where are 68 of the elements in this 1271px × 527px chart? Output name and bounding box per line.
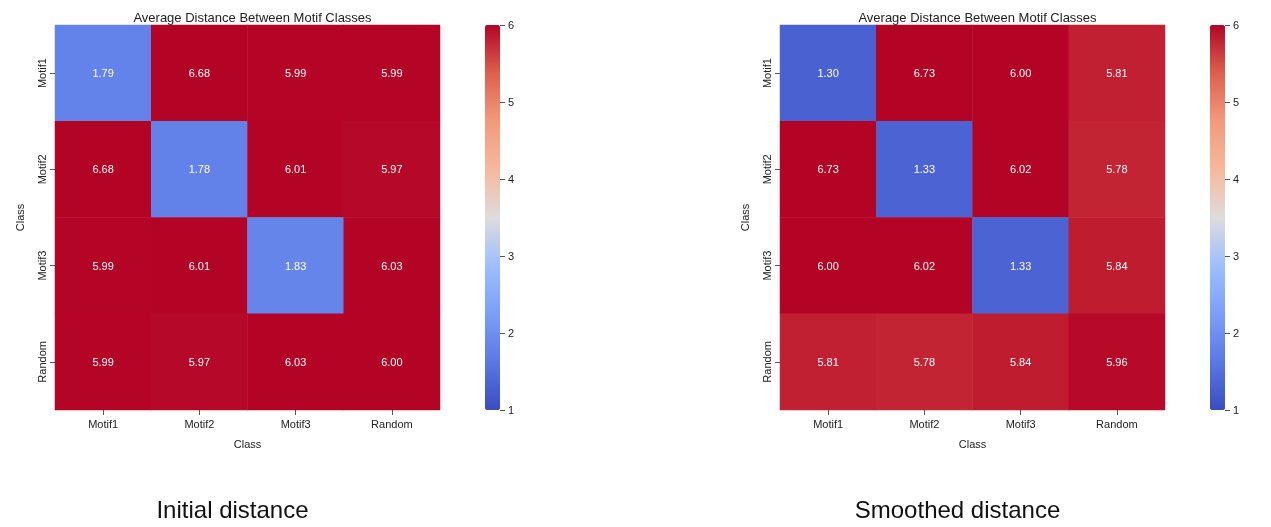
data-label: 5.78 — [1106, 163, 1128, 176]
color-bar-label: 2 — [1233, 327, 1240, 339]
y-tick-label: Motif1 — [35, 58, 48, 89]
y-tick-label: Motif3 — [35, 250, 48, 281]
x-tick-label: Random — [371, 417, 413, 430]
chart-title: Average Distance Between Motif Classes — [858, 10, 1098, 25]
data-label: 5.99 — [381, 67, 403, 80]
y-tick-label: Random — [35, 341, 48, 383]
data-label: 5.84 — [1106, 259, 1128, 272]
data-label: 5.81 — [817, 355, 839, 368]
data-label: 6.01 — [188, 259, 211, 272]
text: Initial distance — [156, 495, 309, 523]
color-bar-label: 1 — [1233, 404, 1240, 416]
data-label: 1.78 — [188, 163, 211, 176]
data-label: 5.97 — [188, 355, 211, 368]
color-bar-label: 4 — [1233, 173, 1240, 185]
data-label: 6.00 — [817, 259, 839, 272]
y-tick-label: Motif2 — [760, 154, 773, 185]
text: Smoothed distance — [854, 495, 1061, 523]
data-label: 6.03 — [381, 259, 403, 272]
y-tick-label: Motif1 — [760, 58, 773, 89]
y-tick-label: Motif2 — [35, 154, 48, 185]
data-label: 6.68 — [188, 67, 211, 80]
color-bar-label: 1 — [508, 404, 515, 416]
color-bar-label: 3 — [508, 250, 515, 262]
data-label: 6.02 — [1009, 163, 1032, 176]
color-bar-label: 2 — [508, 327, 515, 339]
data-label: 6.68 — [92, 163, 114, 176]
data-label: 5.97 — [381, 163, 403, 176]
color-bar-label: 3 — [1233, 250, 1240, 262]
x-tick-label: Motif3 — [1005, 417, 1036, 430]
y-axis-title: Class — [13, 203, 26, 232]
data-label: 5.99 — [92, 355, 114, 368]
x-axis-title: Class — [233, 437, 262, 450]
data-label: 6.02 — [913, 259, 936, 272]
x-axis-title: Class — [958, 437, 987, 450]
x-tick-label: Random — [1096, 417, 1138, 430]
data-label: 5.81 — [1106, 67, 1128, 80]
data-label: 5.84 — [1009, 355, 1032, 368]
y-tick-label: Random — [760, 341, 773, 383]
y-axis-title: Class — [738, 203, 751, 232]
color-bar-label: 6 — [1233, 19, 1240, 31]
x-tick-label: Motif3 — [280, 417, 311, 430]
data-label: 1.83 — [284, 259, 307, 272]
x-tick-label: Motif2 — [184, 417, 215, 430]
data-label: 6.00 — [381, 355, 403, 368]
data-label: 5.99 — [284, 67, 307, 80]
x-tick-label: Motif1 — [88, 417, 119, 430]
y-tick-label: Motif3 — [760, 250, 773, 281]
data-label: 6.03 — [284, 355, 307, 368]
data-label: 1.33 — [913, 163, 936, 176]
color-bar-label: 5 — [508, 96, 515, 108]
data-label: 5.96 — [1106, 355, 1128, 368]
color-bar-label: 5 — [1233, 96, 1240, 108]
data-label: 1.33 — [1009, 259, 1032, 272]
data-label: 1.30 — [817, 67, 839, 80]
data-label: 6.73 — [913, 67, 936, 80]
chart-title: Average Distance Between Motif Classes — [133, 10, 373, 25]
data-label: 6.73 — [817, 163, 839, 176]
x-tick-label: Motif1 — [813, 417, 844, 430]
color-bar-label: 4 — [508, 173, 515, 185]
x-tick-label: Motif2 — [909, 417, 940, 430]
data-label: 5.99 — [92, 259, 114, 272]
data-label: 5.78 — [913, 355, 936, 368]
data-label: 6.01 — [284, 163, 307, 176]
color-bar-label: 6 — [508, 19, 515, 31]
data-label: 1.79 — [92, 67, 114, 80]
data-label: 6.00 — [1009, 67, 1032, 80]
